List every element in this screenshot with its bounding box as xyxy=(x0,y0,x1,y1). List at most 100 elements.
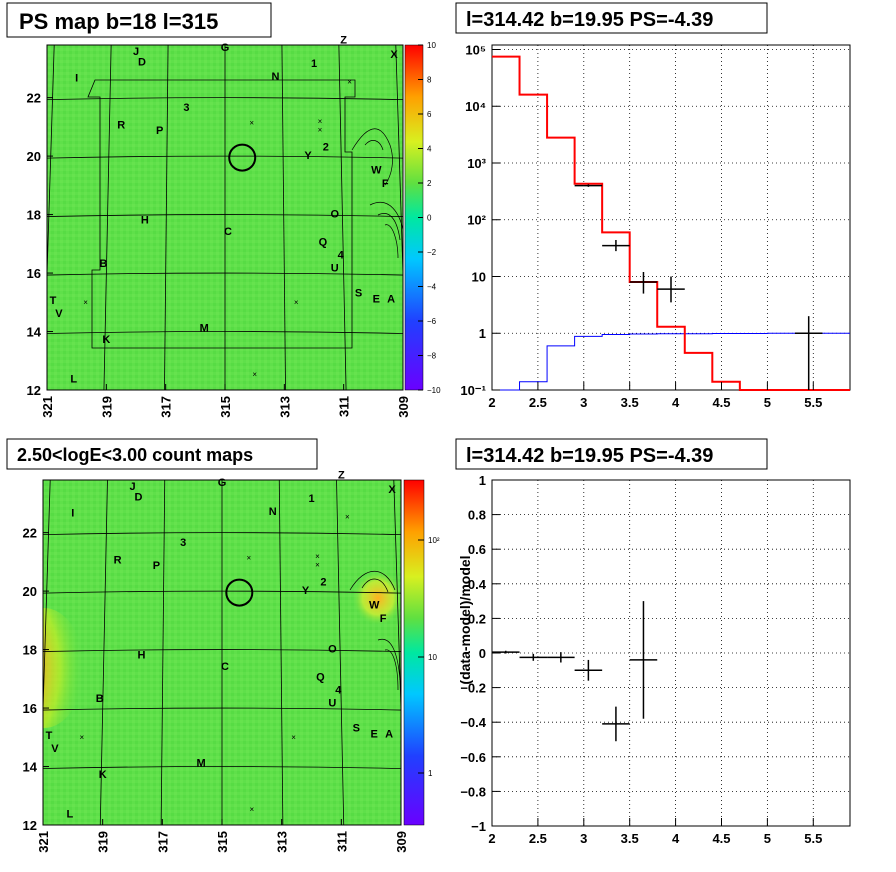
source-label: N xyxy=(271,71,279,83)
colorbar-label: −2 xyxy=(427,248,437,257)
source-label: R xyxy=(114,554,122,566)
meridian-line xyxy=(160,480,166,825)
source-label: P xyxy=(153,560,160,572)
colorbar-label: 1 xyxy=(428,769,433,778)
spectrum-series xyxy=(492,55,850,391)
y-tick-label: 10⁴ xyxy=(465,99,486,114)
spectrum-frame xyxy=(491,44,851,391)
source-label: A xyxy=(385,728,393,740)
y-tick-label: 0 xyxy=(479,646,486,661)
x-tick-label: 5.5 xyxy=(804,395,822,410)
y-tick-label: 1 xyxy=(479,326,486,341)
source-marker: × xyxy=(249,805,254,814)
spectrum-grid xyxy=(492,45,850,390)
meridian-line xyxy=(164,45,169,390)
x-tick-label: 313 xyxy=(277,396,292,418)
source-label: 4 xyxy=(338,249,345,261)
source-label: Y xyxy=(304,150,312,162)
source-marker: × xyxy=(294,298,299,307)
source-label: U xyxy=(331,263,339,275)
parallel-line xyxy=(43,707,401,711)
y-tick-label: 10³ xyxy=(467,156,486,171)
source-label: D xyxy=(138,56,146,68)
source-label: B xyxy=(96,693,104,705)
source-label: G xyxy=(218,477,227,489)
residual-point xyxy=(492,650,520,654)
title-box-ps-map: PS map b=18 l=315 xyxy=(6,2,272,38)
title-box-residual: l=314.42 b=19.95 PS=-4.39 xyxy=(455,438,768,470)
contour-lines xyxy=(351,128,403,259)
data-point xyxy=(794,316,823,390)
source-label: Z xyxy=(338,470,345,482)
meridian-line xyxy=(395,45,403,288)
y-tick-label: 0.8 xyxy=(468,508,486,523)
source-marker: × xyxy=(291,733,296,742)
meridian-line xyxy=(278,480,284,825)
colorbar-label: 2 xyxy=(427,179,432,188)
parallel-line xyxy=(43,590,401,594)
source-label: M xyxy=(200,323,209,335)
colorbar-label: −6 xyxy=(427,317,437,326)
bright-region-left xyxy=(43,608,84,728)
x-tick-label: 311 xyxy=(334,831,349,852)
source-label: C xyxy=(221,661,229,673)
source-label: U xyxy=(328,698,336,710)
source-marker: × xyxy=(345,512,350,521)
region-outline xyxy=(87,79,356,349)
x-tick-label: 319 xyxy=(99,396,114,418)
residual-panel: 2 2.5 3 3.5 4 4.5 5 5.5 −1 −0.8 −0.6 −0.4 −0.2 0 0.2 0.… xyxy=(457,473,851,846)
source-label: N xyxy=(269,506,277,518)
colorbar-label: 6 xyxy=(427,110,432,119)
y-tick-label: −0.6 xyxy=(460,750,486,765)
y-tick-label: −0.2 xyxy=(460,681,486,696)
colorbar-label: 10² xyxy=(428,536,440,545)
source-label: I xyxy=(75,73,78,85)
x-tick-label: 4.5 xyxy=(712,831,730,846)
spectrum-title: l=314.42 b=19.95 PS=-4.39 xyxy=(466,9,713,31)
ps-colorbar: 10 8 6 4 2 0 −2 −4 −6 −8 −10 xyxy=(404,41,441,395)
source-label: Z xyxy=(340,35,347,47)
source-marker: × xyxy=(252,370,257,379)
source-label: J xyxy=(129,481,135,493)
y-tick-label: 10² xyxy=(467,213,486,228)
source-label: K xyxy=(102,334,110,346)
source-label: S xyxy=(355,287,362,299)
colorbar-label: 10 xyxy=(428,653,437,662)
parallel-line xyxy=(43,649,401,652)
source-label: X xyxy=(390,49,398,61)
ps-colorbar-ticks: 10 8 6 4 2 0 −2 −4 −6 −8 −10 xyxy=(418,41,441,395)
source-label: A xyxy=(387,293,395,305)
y-tick-label: 10⁻¹ xyxy=(460,383,486,398)
background-model-line xyxy=(492,332,850,391)
meridian-line xyxy=(47,45,55,288)
residual-point xyxy=(547,652,575,663)
residual-axes: 2 2.5 3 3.5 4 4.5 5 5.5 −1 −0.8 −0.6 −0.4 −0.2 0 0.2 0.… xyxy=(460,473,822,846)
y-tick-label: 10 xyxy=(472,269,486,284)
source-label: D xyxy=(134,491,142,503)
parallel-line xyxy=(47,331,403,334)
source-marker: × xyxy=(249,118,254,127)
parallel-line xyxy=(43,766,401,769)
parallel-line xyxy=(43,532,401,536)
colorbar-label: 8 xyxy=(427,76,432,85)
y-tick-label: −0.4 xyxy=(460,715,486,730)
ps-map-overlay xyxy=(47,45,403,390)
source-label: B xyxy=(99,258,107,270)
y-tick-label: 1 xyxy=(479,473,486,488)
source-label: J xyxy=(133,46,139,58)
residual-grid xyxy=(492,480,850,826)
data-point xyxy=(602,239,630,252)
source-label: Q xyxy=(319,236,328,248)
source-label: W xyxy=(371,165,382,177)
colorbar-label: 0 xyxy=(427,214,432,223)
source-marker: × xyxy=(318,117,323,126)
source-label: 2 xyxy=(320,576,326,588)
source-marker: × xyxy=(247,553,252,562)
source-label: F xyxy=(380,613,387,625)
x-tick-label: 3.5 xyxy=(621,831,639,846)
x-tick-label: 5 xyxy=(764,395,771,410)
count-colorbar-gradient xyxy=(403,479,425,826)
residual-title: l=314.42 b=19.95 PS=-4.39 xyxy=(466,445,713,467)
count-colorbar-ticks: 10² 10 1 xyxy=(418,536,440,778)
source-marker: × xyxy=(315,552,320,561)
